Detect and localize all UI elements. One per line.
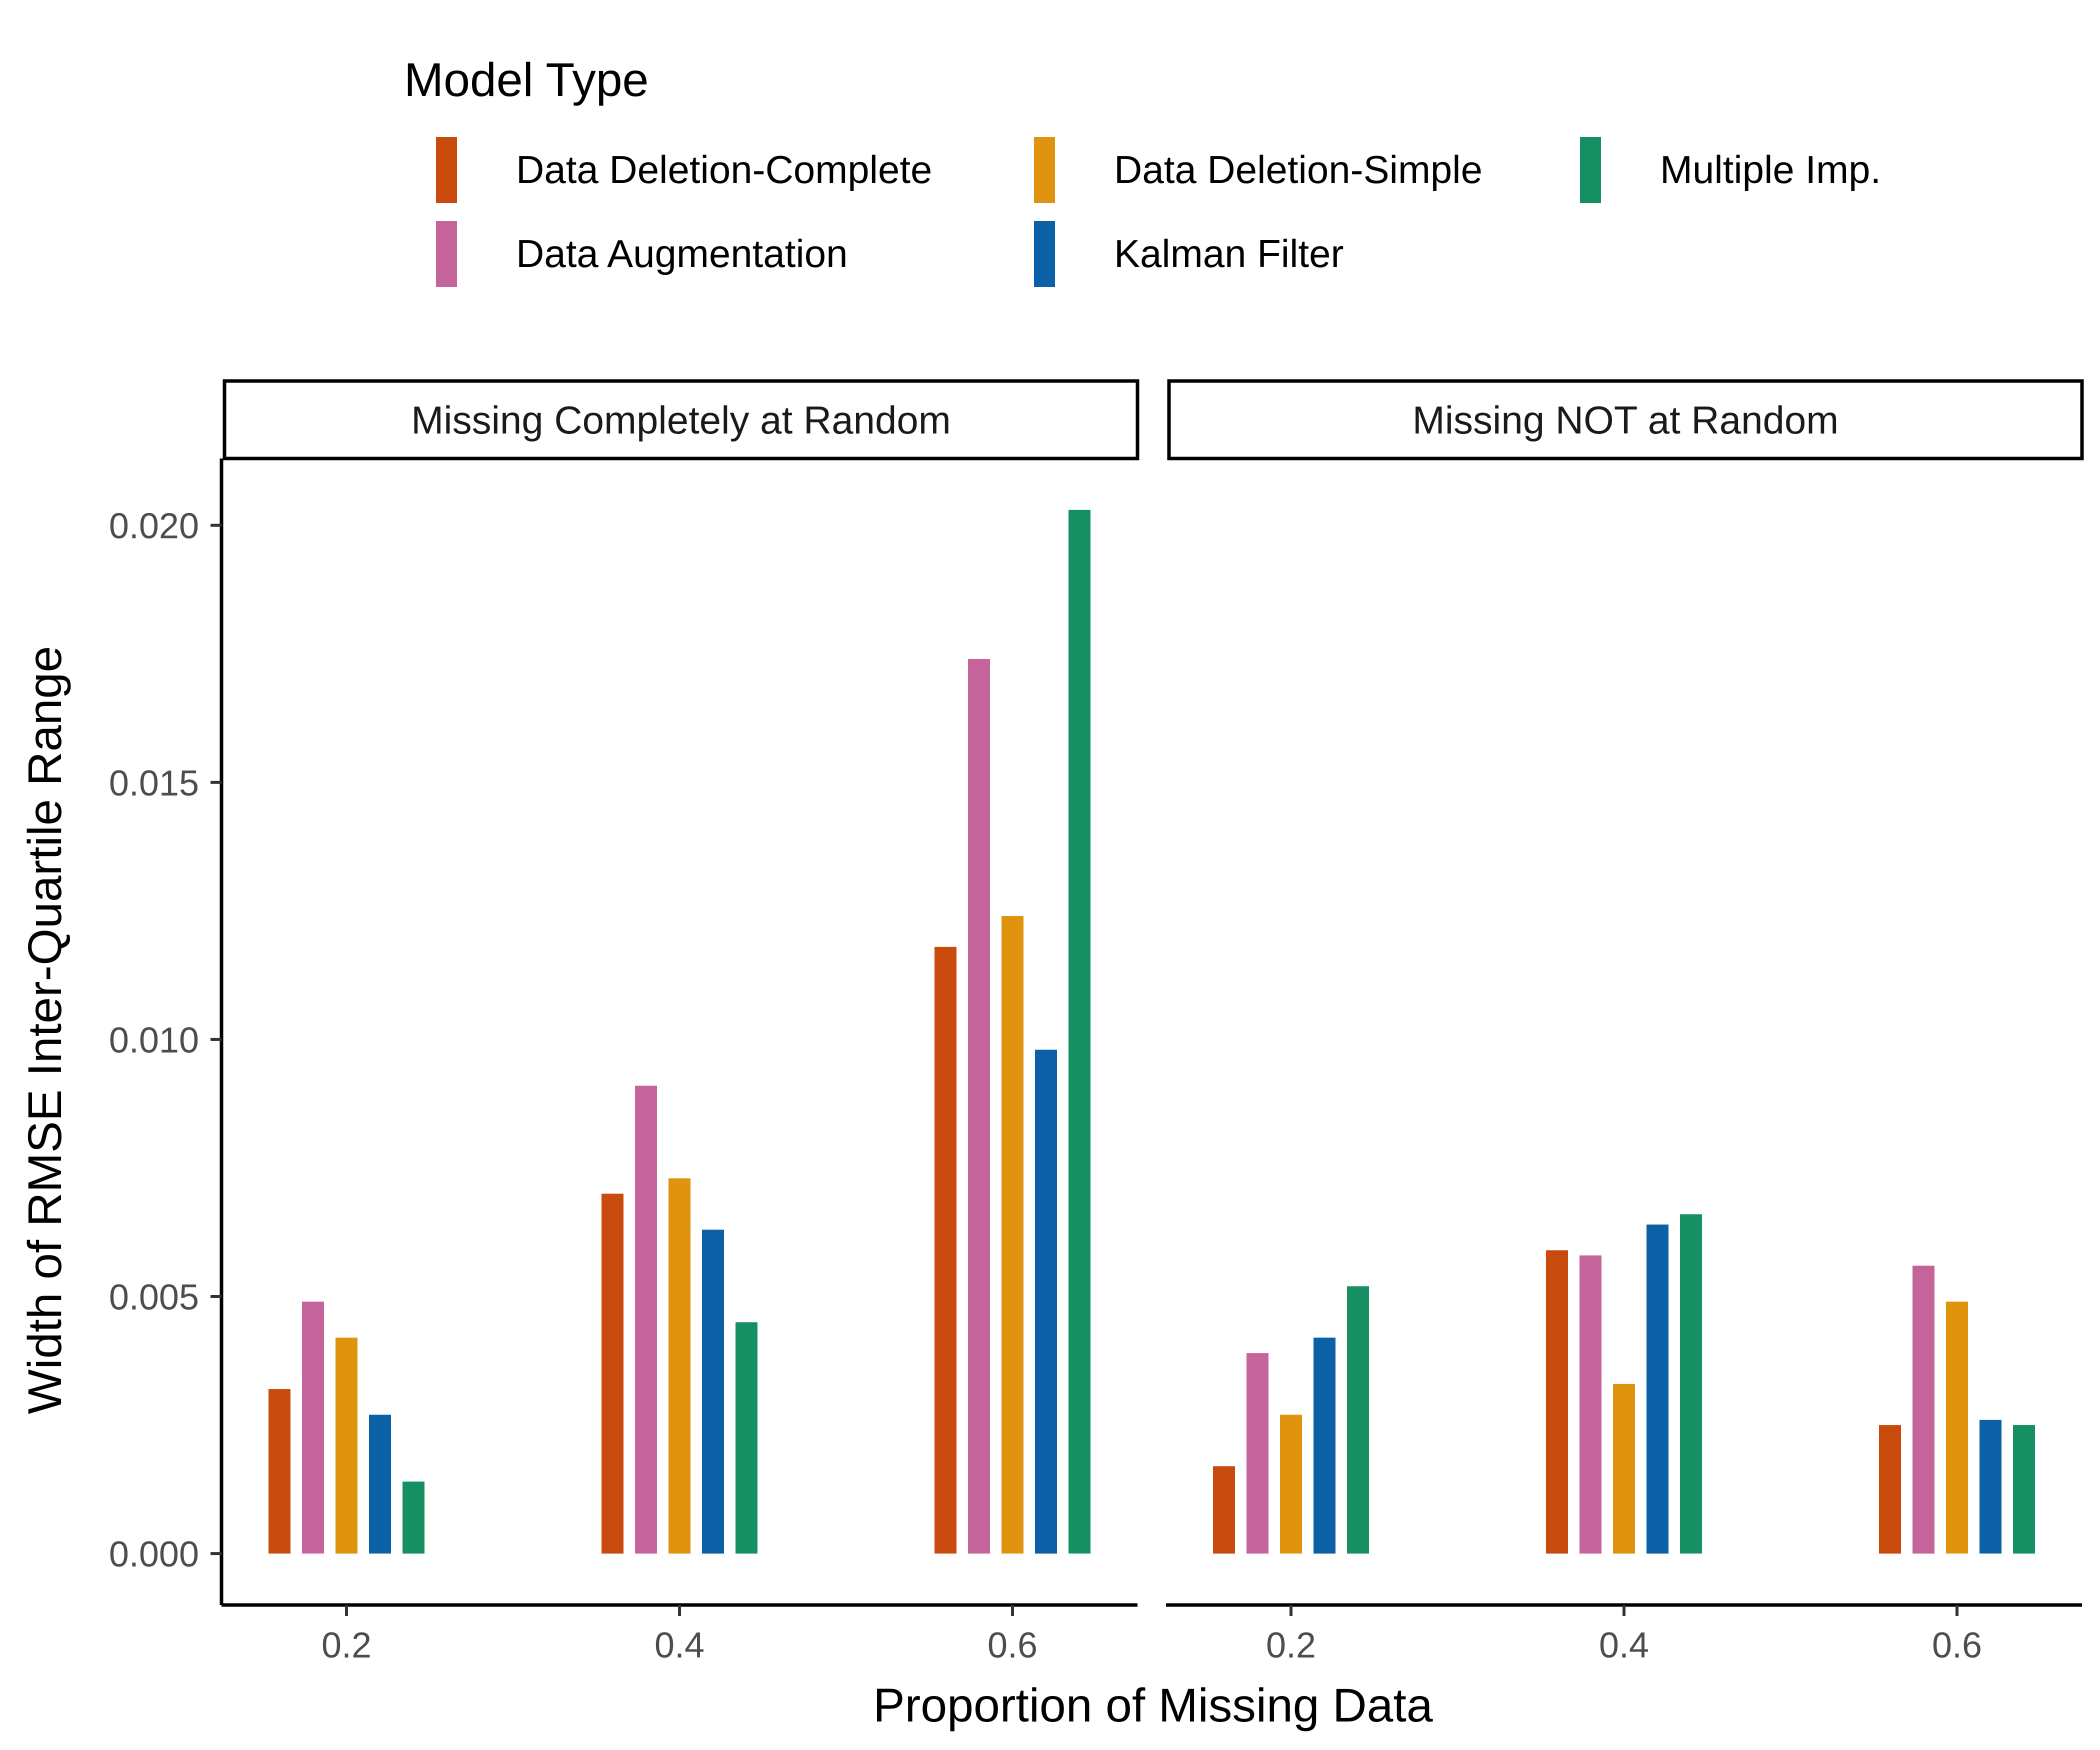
legend-key-kalman-filter [1034,221,1055,287]
legend-entries: Data Deletion-Complete Data Deletion-Simp… [436,137,1881,287]
bar-data-deletion-complete-0-6 [934,946,956,1554]
bar-data-deletion-simple-0-4 [1613,1384,1635,1554]
legend-label-multiple-imp: Multiple Imp. [1660,148,1881,192]
bar-data-deletion-complete-0-2 [1213,1466,1235,1554]
bar-data-deletion-simple-0-4 [668,1178,690,1554]
x-tick-label-0-6: 0.6 [988,1626,1038,1666]
legend-entry-data-deletion-complete: Data Deletion-Complete [436,137,932,203]
bar-data-augmentation-0-2 [302,1302,324,1554]
bar-multiple-imp-0-4 [736,1322,758,1554]
bar-multiple-imp-0-4 [1680,1214,1702,1554]
x-tick-label-0-2: 0.2 [1266,1626,1316,1666]
x-tick-label-0-4: 0.4 [1599,1626,1649,1666]
panel-missing-completely-at-random: 0.2 0.4 0.6 0.000 0.005 0.010 0.015 0.020 [109,458,1138,1666]
y-tick-label-0-010: 0.010 [109,1020,199,1060]
bar-data-augmentation-0-2 [1246,1353,1268,1554]
bar-data-deletion-complete-0-6 [1879,1425,1901,1554]
legend-title: Model Type [404,54,648,106]
legend-key-data-deletion-complete [436,137,457,203]
bar-kalman-filter-0-6 [1035,1050,1057,1554]
bar-multiple-imp-0-2 [402,1482,424,1554]
bar-data-deletion-simple-0-6 [1002,916,1024,1554]
legend-label-data-deletion-simple: Data Deletion-Simple [1114,148,1482,192]
y-tick-label-0-005: 0.005 [109,1278,199,1318]
y-tick-label-0-015: 0.015 [109,764,199,804]
legend-entry-kalman-filter: Kalman Filter [1034,221,1344,287]
bar-data-augmentation-0-4 [635,1086,657,1554]
x-tick-label-0-2: 0.2 [322,1626,372,1666]
bar-multiple-imp-0-6 [1068,510,1090,1554]
facet-strip-1-label: Missing Completely at Random [411,398,950,442]
bar-multiple-imp-0-2 [1347,1286,1369,1554]
bar-data-deletion-simple-0-2 [1280,1414,1302,1554]
legend-label-kalman-filter: Kalman Filter [1114,232,1344,276]
legend-entry-data-deletion-simple: Data Deletion-Simple [1034,137,1482,203]
legend: Model Type Data Deletion-Complete Data De… [404,54,1881,287]
x-tick-label-0-4: 0.4 [654,1626,704,1666]
panel-missing-not-at-random: 0.2 0.4 0.6 [1166,1214,2082,1666]
bar-data-deletion-simple-0-2 [336,1338,358,1554]
legend-entry-data-augmentation: Data Augmentation [436,221,848,287]
bar-data-augmentation-0-6 [1912,1266,1934,1554]
facet-strip-2: Missing NOT at Random [1167,379,2084,460]
legend-key-data-deletion-simple [1034,137,1055,203]
legend-label-data-augmentation: Data Augmentation [516,232,848,276]
facet-strip-2-box [1167,379,2084,460]
legend-key-data-augmentation [436,221,457,287]
legend-entry-multiple-imp: Multiple Imp. [1580,137,1881,203]
legend-key-multiple-imp [1580,137,1601,203]
bar-kalman-filter-0-2 [1314,1338,1336,1554]
y-axis-title: Width of RMSE Inter-Quartile Range [18,646,72,1414]
bar-multiple-imp-0-6 [2013,1425,2035,1554]
bar-kalman-filter-0-4 [702,1230,724,1554]
bar-data-deletion-complete-0-4 [1546,1250,1568,1554]
x-axis-title: Proportion of Missing Data [873,1679,1433,1732]
bar-kalman-filter-0-4 [1646,1224,1668,1554]
x-tick-label-0-6: 0.6 [1932,1626,1982,1666]
bar-data-deletion-simple-0-6 [1946,1302,1968,1554]
bar-kalman-filter-0-6 [1980,1420,2002,1554]
bar-data-augmentation-0-6 [968,659,990,1554]
bar-data-deletion-complete-0-2 [268,1389,290,1554]
bar-data-augmentation-0-4 [1580,1255,1602,1554]
facet-strip-2-label: Missing NOT at Random [1412,398,1839,442]
facet-strip-1-box [222,379,1140,460]
bar-data-deletion-complete-0-4 [602,1194,624,1554]
legend-label-data-deletion-complete: Data Deletion-Complete [516,148,932,192]
bar-kalman-filter-0-2 [369,1414,391,1554]
y-tick-label-0-020: 0.020 [109,506,199,546]
facet-strip-1: Missing Completely at Random [222,379,1140,460]
y-tick-label-0-000: 0.000 [109,1534,199,1574]
